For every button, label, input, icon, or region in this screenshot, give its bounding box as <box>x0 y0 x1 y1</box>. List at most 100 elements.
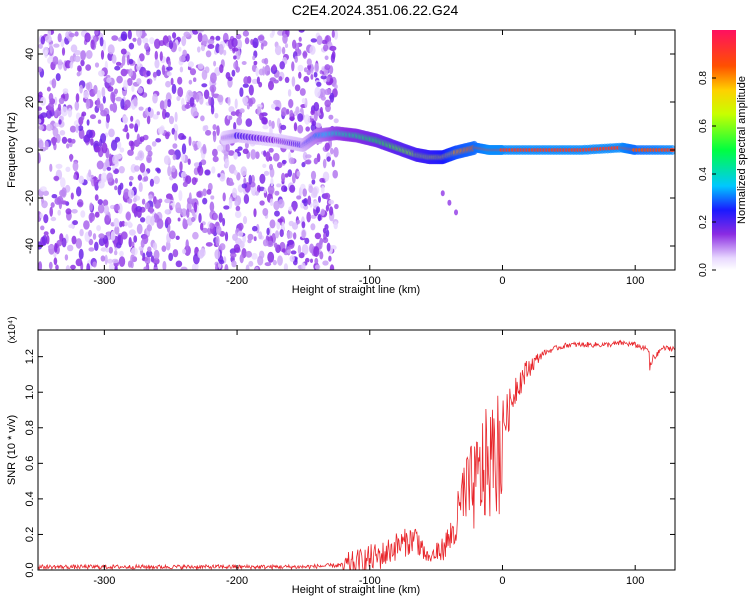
noise-speckle <box>247 238 252 244</box>
noise-speckle <box>101 142 108 154</box>
noise-speckle <box>127 78 133 86</box>
noise-speckle <box>218 43 224 55</box>
noise-speckle <box>200 159 207 166</box>
noise-speckle <box>180 152 186 163</box>
noise-speckle <box>291 61 295 72</box>
noise-speckle <box>214 112 219 119</box>
noise-speckle <box>209 201 215 212</box>
noise-speckle <box>100 255 106 262</box>
noise-speckle <box>83 134 91 143</box>
noise-speckle <box>38 139 44 150</box>
noise-speckle <box>133 97 138 107</box>
noise-speckle <box>127 30 132 40</box>
noise-speckle <box>312 187 318 197</box>
noise-speckle <box>84 32 91 43</box>
noise-speckle <box>219 64 224 74</box>
noise-speckle <box>217 94 224 103</box>
noise-speckle <box>54 110 58 118</box>
noise-speckle <box>189 97 195 107</box>
noise-speckle <box>232 187 238 198</box>
y-tick-label: -40 <box>24 238 36 254</box>
noise-speckle <box>137 57 141 67</box>
noise-speckle <box>118 166 125 174</box>
noise-speckle <box>88 169 92 178</box>
noise-speckle <box>289 184 296 193</box>
noise-speckle <box>271 30 275 36</box>
chart-title: C2E4.2024.351.06.22.G24 <box>291 2 459 18</box>
noise-speckle <box>196 141 202 149</box>
noise-speckle <box>267 251 275 263</box>
noise-speckle <box>41 235 48 246</box>
noise-speckle <box>52 127 59 137</box>
noise-speckle <box>248 174 252 185</box>
noise-speckle <box>224 231 229 242</box>
noise-speckle <box>191 208 195 217</box>
noise-speckle <box>311 120 317 127</box>
noise-speckle <box>279 61 286 70</box>
noise-speckle <box>198 213 202 223</box>
noise-speckle <box>76 186 82 197</box>
noise-speckle <box>38 261 43 270</box>
noise-speckle <box>224 264 229 270</box>
noise-speckle <box>75 258 83 267</box>
noise-speckle <box>49 206 53 217</box>
noise-speckle <box>262 163 267 168</box>
noise-speckle <box>114 185 118 191</box>
noise-speckle <box>305 126 311 132</box>
noise-speckle <box>50 202 55 208</box>
noise-speckle <box>269 198 274 206</box>
noise-speckle <box>77 125 84 131</box>
noise-speckle <box>179 55 186 63</box>
noise-speckle <box>320 75 327 80</box>
noise-speckle <box>255 67 259 77</box>
noise-speckle <box>52 56 59 65</box>
noise-speckle <box>239 254 244 264</box>
noise-speckle <box>108 153 113 164</box>
noise-speckle <box>331 30 335 38</box>
noise-speckle <box>102 199 109 207</box>
noise-speckle <box>126 132 130 140</box>
noise-speckle <box>287 89 292 97</box>
noise-speckle <box>80 50 86 61</box>
noise-speckle <box>180 266 188 270</box>
noise-speckle <box>236 39 243 50</box>
noise-speckle <box>159 51 163 62</box>
noise-speckle <box>235 49 241 60</box>
noise-speckle <box>192 30 199 35</box>
noise-speckle <box>111 35 119 41</box>
noise-speckle <box>108 246 114 254</box>
noise-speckle <box>279 229 284 238</box>
noise-speckle <box>284 43 289 48</box>
noise-speckle <box>245 118 253 127</box>
noise-speckle <box>167 60 171 67</box>
noise-speckle <box>121 54 126 66</box>
y-tick-label: 0.4 <box>24 491 36 506</box>
noise-speckle <box>164 198 171 204</box>
noise-speckle <box>101 87 106 98</box>
noise-speckle <box>329 45 337 52</box>
noise-speckle <box>298 187 302 198</box>
noise-speckle <box>121 220 126 227</box>
noise-speckle <box>136 223 143 235</box>
noise-speckle <box>215 235 220 247</box>
noise-speckle <box>214 67 221 76</box>
noise-speckle <box>313 71 318 78</box>
noise-speckle <box>75 93 80 103</box>
noise-speckle <box>298 252 305 259</box>
noise-speckle <box>188 61 194 68</box>
noise-speckle <box>253 236 257 242</box>
noise-speckle <box>178 46 182 52</box>
noise-speckle <box>224 158 230 168</box>
noise-speckle <box>188 136 192 147</box>
noise-speckle <box>187 158 191 165</box>
noise-speckle <box>241 61 247 65</box>
noise-speckle <box>259 200 265 206</box>
noise-speckle <box>69 153 73 162</box>
x-tick-label: -300 <box>93 575 115 587</box>
noise-speckle <box>53 43 60 48</box>
noise-speckle <box>210 195 215 200</box>
noise-speckle <box>172 32 177 39</box>
noise-speckle <box>273 99 280 105</box>
noise-speckle <box>90 39 95 50</box>
noise-speckle <box>79 228 84 237</box>
